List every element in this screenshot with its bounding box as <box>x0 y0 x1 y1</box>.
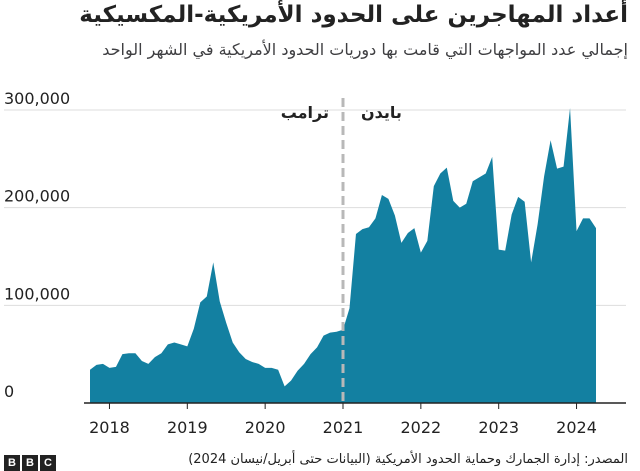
y-tick-label: 200,000 <box>4 187 70 206</box>
page-subtitle: إجمالي عدد المواجهات التي قامت بها دوريا… <box>102 40 628 59</box>
x-tick-label: 2018 <box>89 418 130 437</box>
y-tick-label: 300,000 <box>4 89 70 108</box>
x-tick-label: 2023 <box>478 418 519 437</box>
logo-letter: B <box>22 455 38 471</box>
chart: 0 100,000 200,000 300,000 2018 2019 2020 2021 20… <box>4 89 626 437</box>
x-tick-label: 2020 <box>245 418 286 437</box>
y-tick-label: 0 <box>4 382 14 401</box>
x-tick-label: 2019 <box>167 418 208 437</box>
x-tick-label: 2021 <box>323 418 364 437</box>
x-tick-label: 2024 <box>556 418 597 437</box>
annotation-biden: بايدن <box>361 103 402 122</box>
logo-letter: C <box>40 455 56 471</box>
y-tick-label: 100,000 <box>4 284 70 303</box>
page-title: أعداد المهاجرين على الحدود الأمريكية-الم… <box>79 2 628 28</box>
x-tick-label: 2022 <box>400 418 441 437</box>
area-series <box>90 108 596 404</box>
source-note: المصدر: إدارة الجمارك وحماية الحدود الأم… <box>188 452 628 467</box>
bbc-logo: B B C <box>4 455 56 471</box>
logo-letter: B <box>4 455 20 471</box>
annotation-trump: ترامب <box>281 103 329 122</box>
